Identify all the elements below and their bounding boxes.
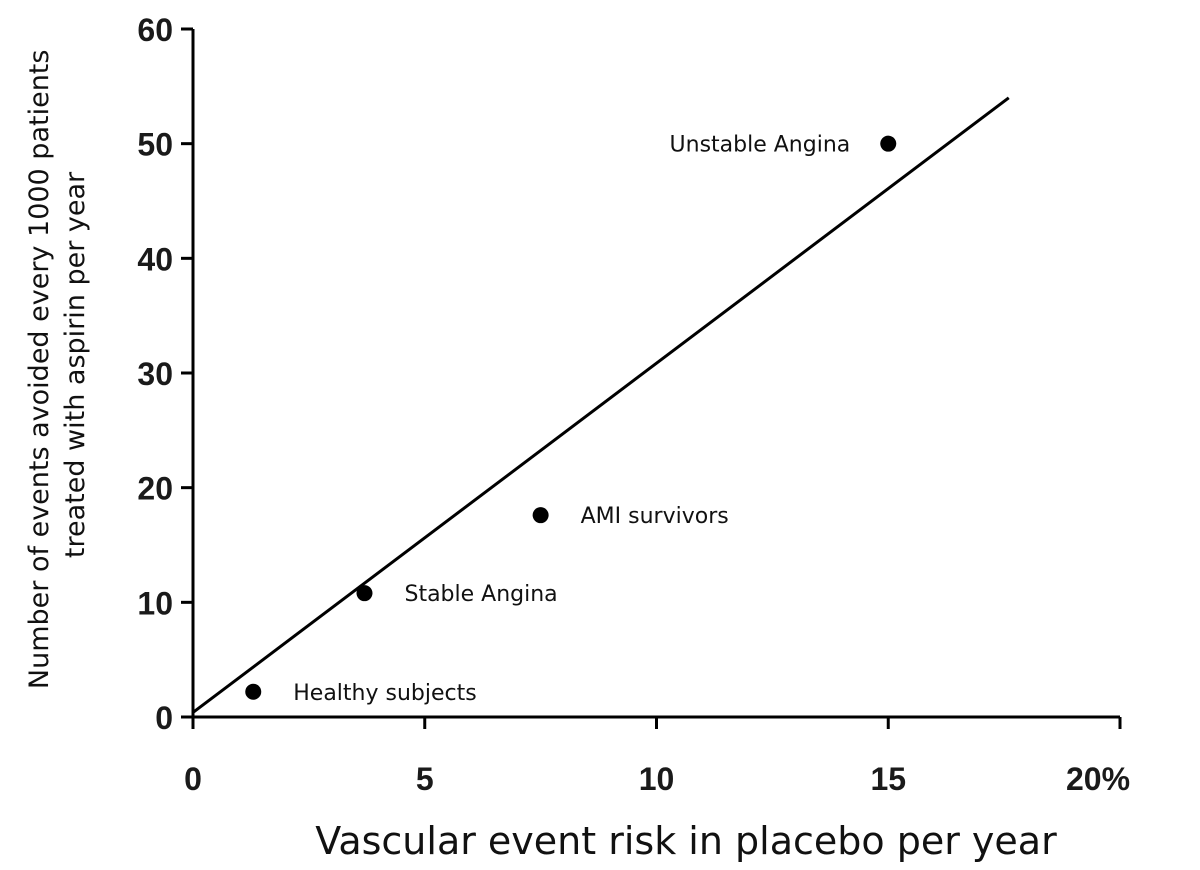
y-tick-label: 10 [137, 585, 173, 621]
x-tick-label: 5 [416, 761, 434, 797]
y-tick-label: 60 [137, 12, 173, 48]
ticks: 0 10 20 30 40 50 60 0 5 10 15 20% [137, 12, 1130, 797]
x-axis-label: Vascular event risk in placebo per year [315, 819, 1057, 863]
y-axis-label: Number of events avoided every 1000 pati… [24, 41, 91, 689]
y-tick-label: 40 [137, 241, 173, 277]
data-point-label: Stable Angina [404, 582, 557, 607]
y-tick-label: 30 [137, 356, 173, 392]
data-point-label: Healthy subjects [293, 681, 476, 706]
data-point-label: AMI survivors [581, 504, 729, 529]
data-point [245, 683, 262, 700]
axes [191, 29, 1120, 719]
trend-line [192, 96, 1010, 714]
x-tick-label: 20% [1066, 761, 1130, 797]
data-point-label: Unstable Angina [670, 133, 851, 158]
x-tick-label: 0 [184, 761, 202, 797]
y-axis-label-line-2: treated with aspirin per year [60, 171, 91, 558]
y-tick-label: 0 [155, 700, 173, 736]
trend-line-group [192, 96, 1010, 714]
data-point [532, 507, 549, 524]
y-axis-label-line-1: Number of events avoided every 1000 pati… [24, 50, 55, 690]
point-labels: Healthy subjects Stable Angina AMI survivo… [293, 133, 850, 706]
data-point [880, 135, 897, 152]
y-tick-label: 20 [137, 471, 173, 507]
x-tick-label: 10 [639, 761, 675, 797]
data-points [245, 135, 897, 700]
y-tick-label: 50 [137, 127, 173, 163]
x-tick-label: 15 [870, 761, 906, 797]
data-point [356, 585, 373, 602]
